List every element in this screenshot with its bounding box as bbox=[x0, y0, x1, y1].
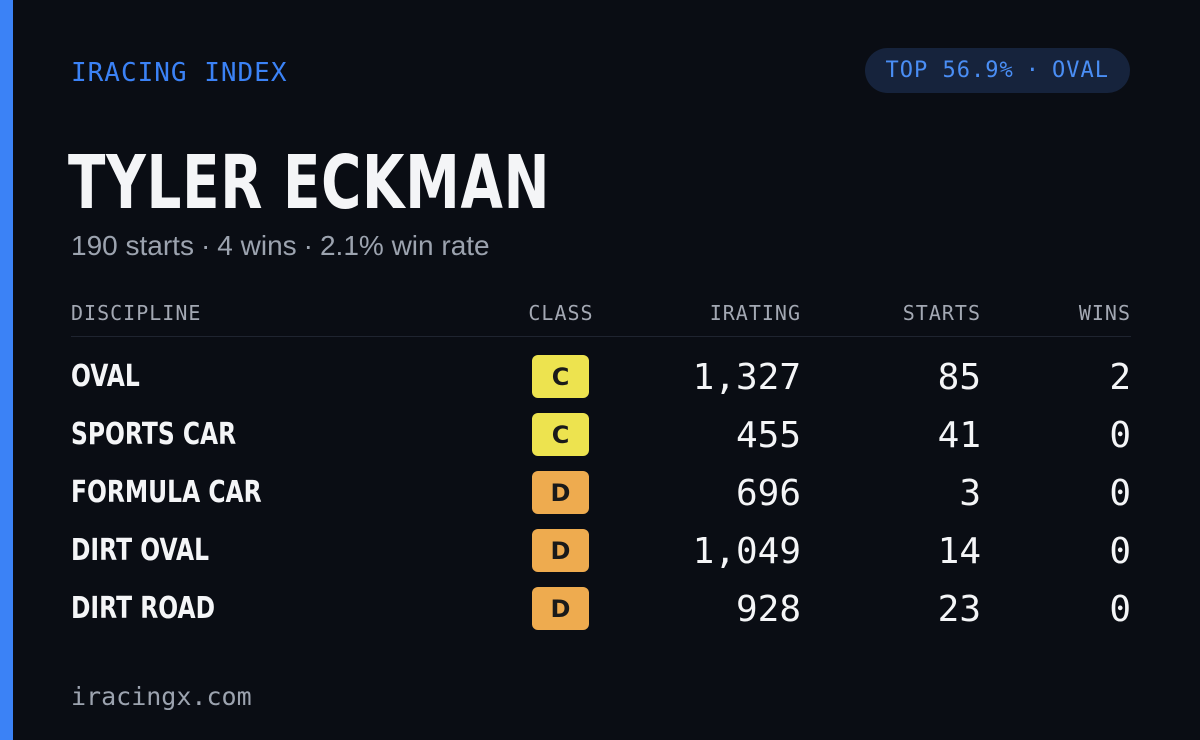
row-discipline: FORMULA CAR bbox=[71, 475, 262, 510]
rank-discipline: OVAL bbox=[1052, 58, 1109, 83]
table-row: FORMULA CAR D 696 3 0 bbox=[71, 453, 1131, 514]
row-wins: 0 bbox=[1109, 589, 1131, 630]
row-irating: 1,049 bbox=[692, 531, 801, 572]
accent-bar bbox=[0, 0, 13, 740]
summary-separator: · bbox=[200, 230, 211, 261]
row-starts: 14 bbox=[937, 531, 981, 572]
discipline-table: DISCIPLINE CLASS IRATING STARTS WINS OVA… bbox=[71, 296, 1131, 630]
class-badge: D bbox=[532, 471, 589, 514]
row-discipline: DIRT OVAL bbox=[71, 533, 210, 568]
row-wins: 0 bbox=[1109, 473, 1131, 514]
row-discipline: SPORTS CAR bbox=[71, 417, 237, 452]
header-starts: STARTS bbox=[902, 301, 981, 325]
table-header: DISCIPLINE CLASS IRATING STARTS WINS bbox=[71, 296, 1131, 337]
rank-badge: TOP 56.9% · OVAL bbox=[864, 48, 1130, 93]
summary-wins: 4 wins bbox=[217, 230, 297, 261]
class-badge: D bbox=[532, 587, 589, 630]
row-discipline: OVAL bbox=[71, 359, 140, 394]
summary-win-rate: 2.1% win rate bbox=[319, 230, 490, 261]
row-discipline: DIRT ROAD bbox=[71, 591, 216, 626]
table-row: SPORTS CAR C 455 41 0 bbox=[71, 395, 1131, 456]
rank-separator: · bbox=[1025, 58, 1041, 83]
row-wins: 0 bbox=[1109, 415, 1131, 456]
table-row: DIRT ROAD D 928 23 0 bbox=[71, 569, 1131, 630]
player-name: TYLER ECKMAN bbox=[68, 140, 551, 226]
row-starts: 23 bbox=[937, 589, 981, 630]
header-irating: IRATING bbox=[709, 301, 801, 325]
row-irating: 696 bbox=[735, 473, 801, 514]
class-badge: C bbox=[532, 413, 589, 456]
header-discipline: DISCIPLINE bbox=[71, 301, 202, 325]
header-class: CLASS bbox=[528, 301, 594, 325]
row-wins: 2 bbox=[1109, 357, 1131, 398]
class-badge: D bbox=[532, 529, 589, 572]
table-row: DIRT OVAL D 1,049 14 0 bbox=[71, 511, 1131, 572]
row-irating: 928 bbox=[735, 589, 801, 630]
class-badge: C bbox=[532, 355, 589, 398]
header-wins: WINS bbox=[1078, 301, 1131, 325]
brand-title: IRACING INDEX bbox=[71, 58, 288, 88]
row-starts: 41 bbox=[937, 415, 981, 456]
footer-site: iracingx.com bbox=[71, 682, 252, 711]
row-irating: 455 bbox=[735, 415, 801, 456]
rank-percentile: TOP 56.9% bbox=[885, 58, 1014, 83]
row-starts: 85 bbox=[937, 357, 981, 398]
table-row: OVAL C 1,327 85 2 bbox=[71, 337, 1131, 398]
summary-separator: · bbox=[303, 230, 313, 261]
table-body: OVAL C 1,327 85 2 SPORTS CAR C 455 41 0 FORMULA CA… bbox=[71, 337, 1131, 630]
summary-starts: 190 starts bbox=[71, 230, 194, 261]
row-irating: 1,327 bbox=[692, 357, 801, 398]
row-wins: 0 bbox=[1109, 531, 1131, 572]
row-starts: 3 bbox=[959, 473, 981, 514]
player-summary: 190 starts · 4 wins · 2.1% win rate bbox=[71, 229, 490, 263]
